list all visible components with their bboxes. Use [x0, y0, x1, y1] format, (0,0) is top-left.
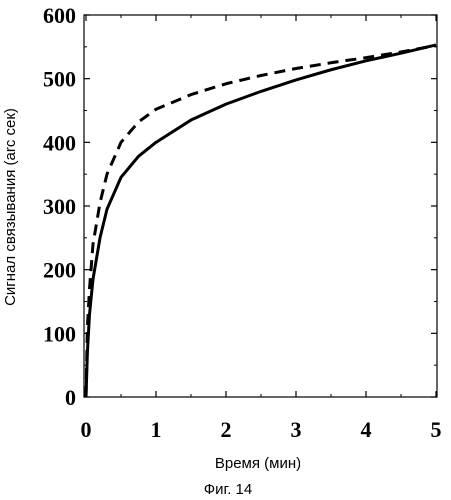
- x-tick-label: 0: [81, 417, 92, 442]
- series-layer: [86, 45, 436, 397]
- series-line-dashed: [86, 46, 436, 397]
- x-tick-label: 1: [151, 417, 162, 442]
- x-tick-label: 3: [291, 417, 302, 442]
- y-axis-title: Сигнал связывания (arc сек): [2, 108, 19, 306]
- y-tick-label: 100: [43, 321, 76, 346]
- x-axis-title: Время (мин): [215, 455, 301, 472]
- y-tick-label: 600: [43, 3, 76, 28]
- y-tick-label: 400: [43, 130, 76, 155]
- plot-frame: [84, 15, 437, 397]
- x-tick-label: 5: [431, 417, 442, 442]
- x-tick-label: 2: [221, 417, 232, 442]
- ticks-layer: [84, 15, 437, 397]
- figure-caption: Фиг. 14: [204, 481, 252, 498]
- y-tick-label: 200: [43, 258, 76, 283]
- x-tick-label: 4: [361, 417, 372, 442]
- y-tick-label: 500: [43, 67, 76, 92]
- y-tick-label: 0: [65, 385, 76, 410]
- series-line-solid: [86, 45, 436, 397]
- y-tick-label: 300: [43, 194, 76, 219]
